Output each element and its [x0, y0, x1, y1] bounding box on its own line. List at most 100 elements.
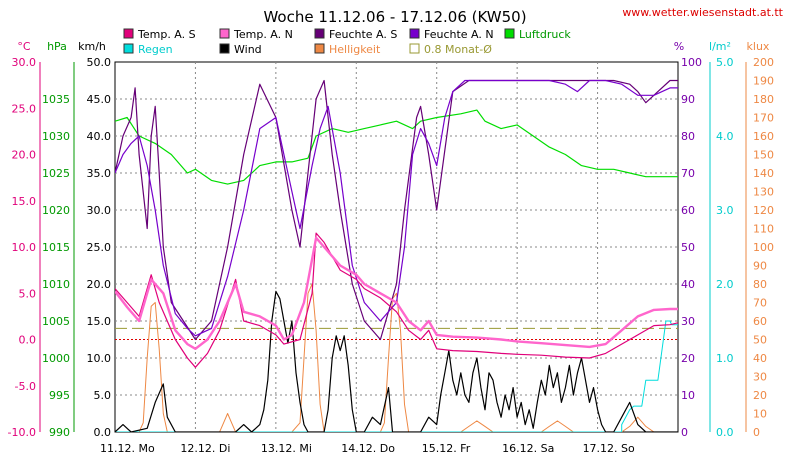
x-axis-tick: 13.12. Mi: [261, 442, 312, 455]
wind-axis-tick: 0.0: [94, 426, 112, 439]
legend-label: Feuchte A. S: [329, 28, 397, 41]
rain-axis-tick: 3.0: [716, 204, 734, 217]
humidity-axis-tick: 80: [681, 130, 695, 143]
legend-swatch: [409, 43, 420, 54]
legend-label: Regen: [138, 43, 173, 56]
humidity-axis-tick: 40: [681, 278, 695, 291]
wind-axis-tick: 25.0: [87, 241, 112, 254]
light-axis-tick: 160: [753, 130, 774, 143]
legend-swatch: [314, 28, 325, 39]
temp-axis-tick: 5.0: [19, 287, 37, 300]
light-axis-tick: 70: [753, 297, 767, 310]
rain-axis-tick: 4.0: [716, 130, 734, 143]
temp-axis-tick: 30.0: [12, 56, 37, 69]
humidity-axis-tick: 70: [681, 167, 695, 180]
series-line-hum_s: [115, 79, 678, 341]
legend-swatch: [504, 28, 515, 39]
wind-axis-tick: 40.0: [87, 130, 112, 143]
humidity-axis-tick: 90: [681, 93, 695, 106]
humidity-unit-label: %: [674, 40, 684, 53]
legend-swatch: [123, 28, 134, 39]
light-axis-tick: 10: [753, 408, 767, 421]
series-line-pressure: [115, 109, 678, 185]
legend-swatch: [219, 28, 230, 39]
x-axis-tick: 15.12. Fr: [422, 442, 471, 455]
legend-label: Helligkeit: [329, 43, 381, 56]
light-axis-tick: 180: [753, 93, 774, 106]
wind-unit-label: km/h: [78, 40, 106, 53]
humidity-axis-tick: 30: [681, 315, 695, 328]
website-label: www.wetter.wiesenstadt.at.tt: [622, 6, 783, 19]
x-axis-tick: 11.12. Mo: [100, 442, 155, 455]
light-axis-tick: 0: [753, 426, 760, 439]
rain-axis-tick: 1.0: [716, 352, 734, 365]
pressure-axis-tick: 1010: [42, 278, 70, 291]
x-axis-tick: 17.12. So: [583, 442, 635, 455]
light-axis-tick: 130: [753, 186, 774, 199]
legend-label: Wind: [234, 43, 262, 56]
light-axis-tick: 170: [753, 112, 774, 125]
legend-label: Temp. A. N: [233, 28, 293, 41]
light-axis-tick: 140: [753, 167, 774, 180]
temp-axis-tick: 15.0: [12, 195, 37, 208]
pressure-axis-tick: 1015: [42, 241, 70, 254]
pressure-axis-tick: 990: [49, 426, 70, 439]
light-axis-tick: 100: [753, 241, 774, 254]
legend-label: Temp. A. S: [137, 28, 196, 41]
legend-label: Luftdruck: [519, 28, 571, 41]
temp-axis-tick: 10.0: [12, 241, 37, 254]
humidity-axis-tick: 100: [681, 56, 702, 69]
light-axis-tick: 50: [753, 334, 767, 347]
legend-swatch: [123, 43, 134, 54]
legend-label: 0.8 Monat-Ø: [424, 43, 492, 56]
rain-axis-tick: 2.0: [716, 278, 734, 291]
wind-axis-tick: 45.0: [87, 93, 112, 106]
series-line-light: [115, 283, 678, 432]
humidity-axis-tick: 20: [681, 352, 695, 365]
light-axis-tick: 80: [753, 278, 767, 291]
x-axis-tick: 16.12. Sa: [502, 442, 554, 455]
light-unit-label: klux: [747, 40, 770, 53]
light-axis-tick: 40: [753, 352, 767, 365]
pressure-axis-tick: 1005: [42, 315, 70, 328]
light-axis-tick: 190: [753, 75, 774, 88]
light-axis-tick: 30: [753, 371, 767, 384]
humidity-axis-tick: 10: [681, 389, 695, 402]
light-axis-tick: 110: [753, 223, 774, 236]
x-axis-tick: 14.12. Do: [341, 442, 395, 455]
series-line-temp_n: [115, 236, 678, 350]
wind-axis-tick: 5.0: [94, 389, 112, 402]
chart-title: Woche 11.12.06 - 17.12.06 (KW50): [263, 8, 526, 26]
legend-swatch: [314, 43, 325, 54]
wind-axis-tick: 30.0: [87, 204, 112, 217]
pressure-axis-tick: 1030: [42, 130, 70, 143]
pressure-unit-label: hPa: [47, 40, 67, 53]
rain-axis-tick: 0.0: [716, 426, 734, 439]
light-axis-tick: 150: [753, 149, 774, 162]
series-line-temp_s: [115, 232, 678, 368]
light-axis-tick: 200: [753, 56, 774, 69]
wind-axis-tick: 50.0: [87, 56, 112, 69]
temp-axis-tick: -5.0: [15, 380, 36, 393]
pressure-axis-tick: 1025: [42, 167, 70, 180]
light-axis-tick: 120: [753, 204, 774, 217]
legend-swatch: [219, 43, 230, 54]
legend-swatch: [409, 28, 420, 39]
rain-axis-tick: 5.0: [716, 56, 734, 69]
pressure-axis-tick: 995: [49, 389, 70, 402]
light-axis-tick: 90: [753, 260, 767, 273]
wind-axis-tick: 15.0: [87, 315, 112, 328]
series-line-rain: [115, 320, 678, 432]
wind-axis-tick: 35.0: [87, 167, 112, 180]
temp-unit-label: °C: [17, 40, 31, 53]
pressure-axis-tick: 1020: [42, 204, 70, 217]
temp-axis-tick: -10.0: [8, 426, 36, 439]
temp-axis-tick: 25.0: [12, 102, 37, 115]
humidity-axis-tick: 60: [681, 204, 695, 217]
temp-axis-tick: 0.0: [19, 334, 37, 347]
humidity-axis-tick: 50: [681, 241, 695, 254]
legend-label: Feuchte A. N: [424, 28, 494, 41]
series-line-hum_n: [115, 79, 678, 337]
